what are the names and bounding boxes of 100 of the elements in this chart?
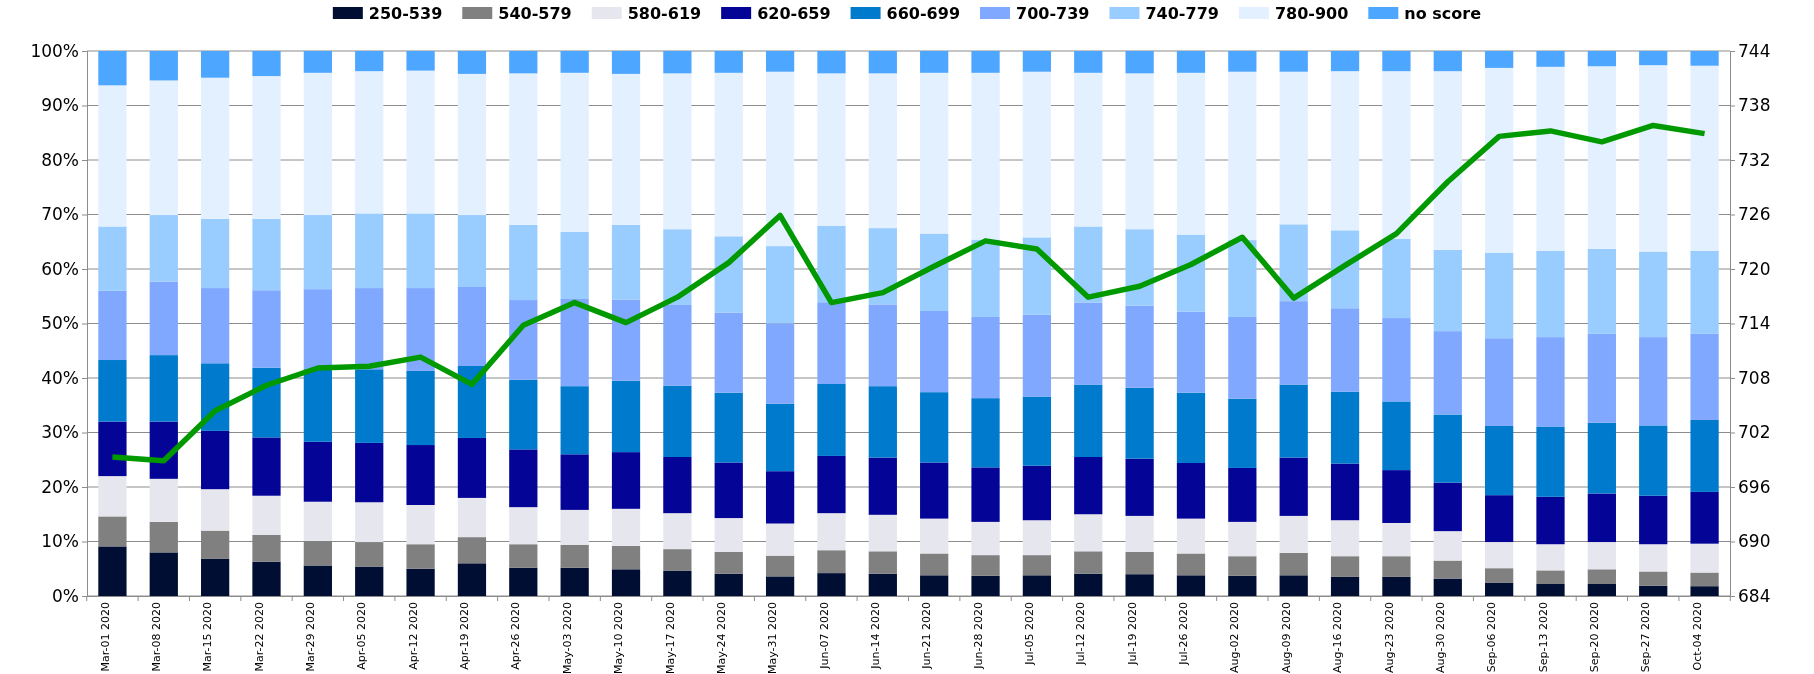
bar — [1382, 239, 1411, 319]
bar — [1074, 457, 1103, 515]
bar — [457, 73, 487, 216]
bar — [509, 73, 538, 225]
bar — [663, 513, 692, 550]
bar — [663, 304, 692, 386]
bar — [1279, 384, 1308, 458]
y-tick-label: 20% — [41, 476, 79, 497]
bar — [355, 442, 384, 503]
x-tick-label: May-03 2020 — [560, 602, 574, 674]
y-tick-label: 60% — [41, 258, 79, 279]
bar — [406, 504, 435, 545]
bar — [765, 71, 795, 247]
bar — [611, 51, 641, 74]
bar — [765, 471, 795, 524]
x-tick-label: Mar-29 2020 — [304, 602, 318, 672]
bar — [1074, 514, 1103, 552]
bar — [1022, 314, 1052, 397]
y2-tick-label: 714 — [1738, 313, 1771, 334]
bar — [1433, 249, 1462, 332]
bar — [406, 51, 435, 71]
bar — [1176, 392, 1206, 464]
x-tick-label: Aug-30 2020 — [1433, 602, 1447, 673]
bar — [1022, 465, 1052, 521]
bar — [1690, 419, 1719, 492]
x-tick-label: Sep-20 2020 — [1588, 602, 1602, 673]
bar — [765, 51, 795, 72]
bar — [1485, 542, 1514, 569]
bar — [971, 72, 1000, 240]
bar — [1330, 463, 1360, 521]
x-tick-label: Sep-27 2020 — [1639, 602, 1653, 673]
bar — [868, 228, 897, 305]
bar — [1485, 51, 1514, 68]
bar — [303, 441, 332, 502]
bar — [920, 575, 949, 596]
bar — [457, 286, 487, 367]
x-tick-label: Jul-12 2020 — [1074, 602, 1088, 666]
bar — [406, 213, 435, 289]
bar — [1433, 560, 1462, 579]
bar — [971, 521, 1000, 556]
bar — [1690, 251, 1719, 334]
bar — [1176, 575, 1206, 596]
bar — [406, 288, 435, 371]
bar — [1228, 575, 1257, 596]
bar — [611, 224, 641, 300]
bar — [1330, 391, 1360, 464]
bar — [868, 457, 897, 515]
bar — [817, 225, 846, 303]
bar — [868, 551, 897, 574]
bar — [714, 462, 743, 519]
bar — [1022, 555, 1052, 576]
bar — [98, 360, 127, 422]
bar — [765, 523, 795, 556]
bar — [509, 507, 538, 545]
bar — [920, 392, 949, 463]
bar — [98, 290, 127, 361]
bar — [1382, 556, 1411, 577]
bar — [355, 502, 384, 543]
bar — [714, 518, 743, 552]
bar — [1433, 482, 1462, 532]
bar — [1536, 251, 1565, 338]
bar — [1433, 51, 1462, 72]
bar — [971, 316, 1000, 399]
bar — [817, 51, 846, 74]
bar — [1176, 72, 1206, 235]
bar — [201, 51, 230, 78]
bar — [509, 224, 538, 301]
bar — [98, 421, 127, 477]
legend-label: 740-779 — [1145, 4, 1219, 23]
bar — [714, 573, 743, 596]
bar — [1330, 51, 1360, 72]
bar — [611, 299, 641, 381]
bar — [560, 509, 589, 545]
bar — [1228, 51, 1257, 72]
bar — [1536, 544, 1565, 571]
bar — [817, 73, 846, 226]
bar — [817, 384, 846, 456]
bar — [1536, 337, 1565, 427]
bar — [1176, 553, 1206, 576]
bar — [1330, 520, 1360, 557]
bar — [611, 569, 641, 596]
y-tick-label: 100% — [30, 40, 79, 61]
bar — [1228, 316, 1257, 399]
bar — [1536, 570, 1565, 585]
bar — [663, 549, 692, 571]
bar — [1176, 518, 1206, 554]
bar — [1433, 331, 1462, 415]
legend-label: 580-619 — [627, 4, 702, 23]
y2-tick-label: 684 — [1738, 585, 1771, 606]
x-tick-label: Mar-08 2020 — [149, 602, 163, 672]
bar — [1639, 251, 1668, 338]
bar — [663, 570, 692, 596]
bar — [252, 218, 281, 291]
bar — [1176, 463, 1206, 519]
y2-tick-label: 690 — [1738, 531, 1771, 552]
bar — [1433, 71, 1462, 250]
bar — [817, 455, 846, 514]
bar — [920, 518, 949, 554]
bar — [149, 478, 178, 522]
bar — [406, 370, 435, 446]
